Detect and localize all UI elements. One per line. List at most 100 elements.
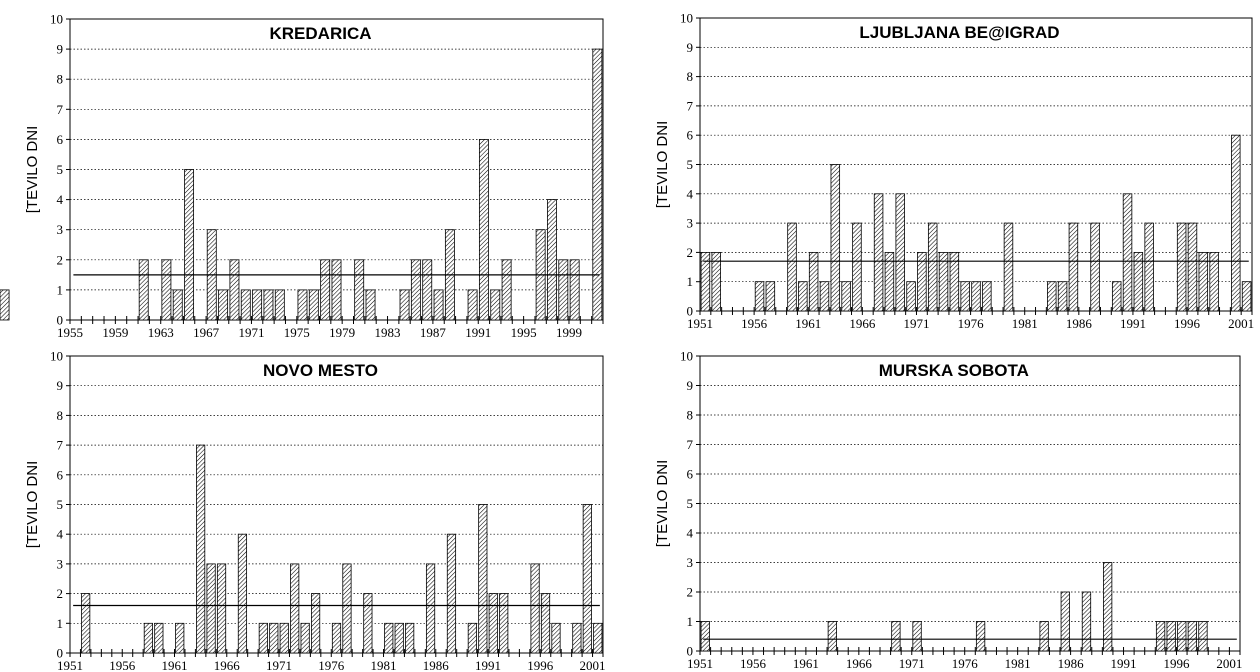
y-tick-label: 0	[687, 304, 694, 319]
x-tick-label: 2001	[1228, 316, 1254, 331]
y-tick-label: 4	[57, 192, 64, 207]
y-axis-label: [TEVILO DNI	[654, 460, 671, 548]
y-tick-label: 2	[57, 252, 64, 267]
y-tick-label: 3	[687, 555, 694, 570]
bar	[478, 504, 488, 654]
x-tick-label: 1956	[740, 656, 767, 671]
bar	[982, 281, 992, 312]
bar	[592, 48, 603, 321]
bar	[569, 259, 580, 321]
x-tick-label: 1991	[465, 325, 491, 340]
bar	[263, 289, 274, 321]
bar	[331, 259, 342, 321]
bar	[216, 563, 227, 654]
bar	[1198, 621, 1208, 652]
x-tick-label: 1986	[1066, 316, 1093, 331]
y-tick-label: 5	[57, 497, 64, 512]
x-tick-label: 1996	[527, 658, 554, 672]
y-tick-label: 10	[50, 12, 63, 27]
x-tick-label: 1956	[109, 658, 136, 672]
bar	[1209, 251, 1219, 312]
bar	[700, 621, 710, 652]
bar	[1187, 222, 1198, 312]
bar	[582, 504, 592, 654]
y-tick-label: 2	[687, 245, 694, 260]
bar	[279, 622, 289, 654]
y-tick-label: 4	[687, 186, 694, 201]
x-tick-label: 1967	[193, 325, 220, 340]
x-tick-label: 1971	[903, 316, 929, 331]
x-tick-label: 1966	[846, 656, 873, 671]
x-tick-label: 1956	[741, 316, 768, 331]
bar	[912, 621, 922, 652]
bar	[827, 621, 837, 652]
bar	[154, 622, 164, 654]
y-tick-label: 3	[687, 216, 694, 231]
bar	[81, 593, 91, 654]
bar	[1122, 193, 1133, 312]
y-tick-label: 6	[57, 132, 64, 147]
y-tick-label: 5	[687, 496, 694, 511]
bar	[572, 622, 582, 654]
bar	[1081, 591, 1092, 652]
bar	[906, 281, 916, 312]
x-tick-label: 1975	[284, 325, 310, 340]
bar	[540, 593, 551, 654]
bar	[320, 259, 331, 321]
bar	[1068, 222, 1079, 312]
bar	[841, 281, 851, 312]
bar	[405, 622, 415, 654]
bar	[297, 289, 308, 321]
y-tick-label: 9	[687, 378, 694, 393]
chart-panel: 0 1 2 3 4 5 6 7 8 9 10 1955 1959 1963 1967 1971 1975 1979…	[0, 12, 604, 340]
bar	[1166, 621, 1176, 652]
bar	[252, 289, 263, 321]
y-tick-label: 8	[687, 408, 694, 423]
bar	[311, 593, 321, 654]
x-tick-label: 1976	[952, 656, 979, 671]
bar	[830, 164, 841, 312]
x-tick-label: 1991	[1120, 316, 1146, 331]
bar	[949, 251, 960, 312]
x-tick-label: 1971	[238, 325, 264, 340]
x-tick-label: 1996	[1174, 316, 1201, 331]
bar	[274, 289, 285, 321]
bar	[1090, 222, 1100, 312]
bar	[754, 281, 765, 312]
bar	[927, 222, 938, 312]
y-tick-label: 7	[57, 102, 64, 117]
bar	[787, 222, 797, 312]
y-tick-label: 7	[687, 437, 694, 452]
bar	[960, 281, 970, 312]
bar	[422, 259, 433, 321]
y-tick-label: 8	[687, 69, 694, 84]
bar	[873, 193, 884, 312]
x-tick-label: 1955	[57, 325, 83, 340]
x-tick-label: 2001	[1216, 656, 1242, 671]
y-tick-label: 3	[57, 556, 64, 571]
x-tick-label: 1971	[899, 656, 925, 671]
bar	[240, 289, 251, 321]
bar	[363, 593, 373, 654]
bar	[1144, 222, 1154, 312]
bar	[1103, 562, 1113, 652]
bar	[1177, 621, 1187, 652]
x-tick-label: 1951	[57, 658, 83, 672]
bar	[218, 289, 229, 321]
y-tick-label: 1	[687, 274, 694, 289]
x-tick-label: 1999	[556, 325, 582, 340]
y-tick-label: 4	[687, 526, 694, 541]
x-tick-label: 1991	[1111, 656, 1137, 671]
chart-panel: 0 1 2 3 4 5 6 7 8 9 10 1951 1956 1961 1966 1971 1976 1981…	[24, 349, 606, 672]
bar	[446, 533, 457, 654]
bar	[530, 563, 540, 654]
x-tick-label: 1986	[423, 658, 450, 672]
bar	[1241, 281, 1252, 312]
y-tick-label: 4	[57, 527, 64, 542]
x-tick-label: 1981	[1012, 316, 1038, 331]
bar	[354, 259, 365, 321]
y-tick-label: 7	[687, 98, 694, 113]
bar	[433, 289, 444, 321]
x-tick-label: 1951	[687, 316, 713, 331]
bar	[852, 222, 862, 312]
